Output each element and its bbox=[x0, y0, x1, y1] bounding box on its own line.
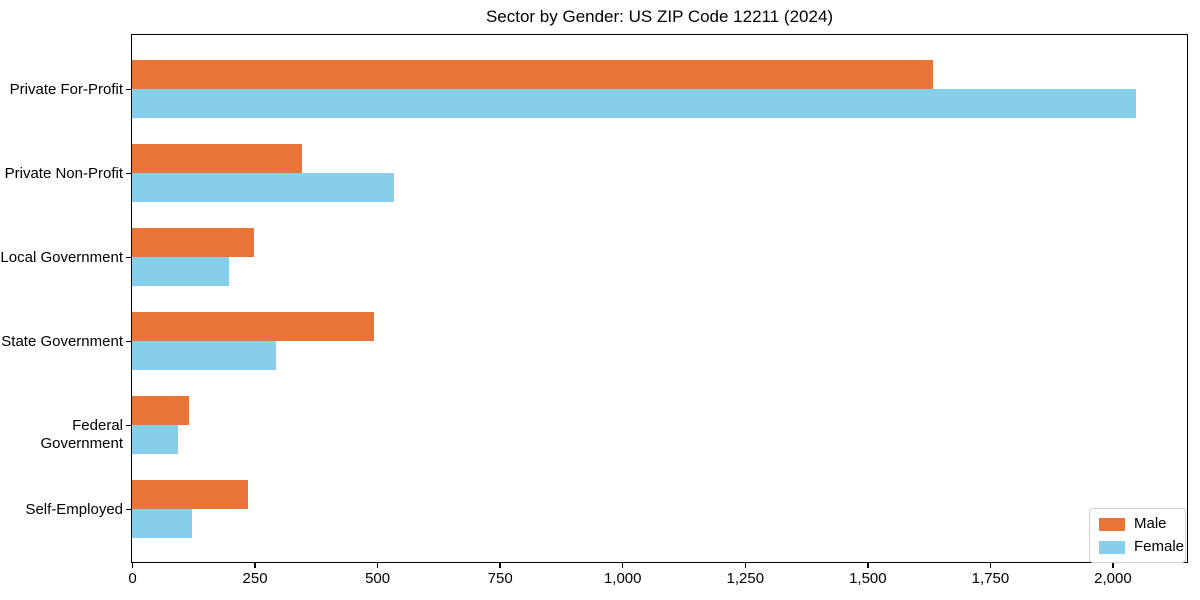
bar-female-self-employed bbox=[132, 509, 192, 538]
x-tick-mark bbox=[744, 563, 747, 568]
x-tick-label-1000: 1,000 bbox=[603, 570, 642, 587]
bar-female-state-government bbox=[132, 341, 276, 370]
x-tick-mark bbox=[1112, 563, 1114, 568]
x-tick-label-1750: 1,750 bbox=[971, 570, 1010, 587]
legend-label-male: Male bbox=[1134, 515, 1167, 532]
male-swatch bbox=[1099, 517, 1125, 531]
bar-female-private-non-profit bbox=[132, 173, 394, 202]
y-tick-label-self-employed: Self-Employed bbox=[25, 500, 123, 518]
y-tick-label-federal-government: Federal Government bbox=[40, 416, 123, 452]
plot-area bbox=[131, 34, 1188, 563]
bar-female-private-for-profit bbox=[132, 89, 1136, 118]
legend-entry-male: Male bbox=[1099, 516, 1176, 532]
bar-female-federal-government bbox=[132, 425, 178, 454]
bar-male-state-government bbox=[132, 312, 374, 341]
x-tick-mark bbox=[867, 563, 869, 568]
bar-male-self-employed bbox=[132, 480, 248, 509]
y-tick-label-private-for-profit: Private For-Profit bbox=[9, 80, 123, 98]
y-tick-mark bbox=[126, 424, 131, 426]
bar-male-federal-government bbox=[132, 396, 189, 425]
x-tick-mark bbox=[254, 563, 256, 568]
bar-male-private-for-profit bbox=[132, 60, 933, 89]
y-tick-mark bbox=[126, 340, 131, 342]
x-tick-label-250: 250 bbox=[242, 570, 268, 587]
x-tick-mark bbox=[499, 563, 501, 568]
legend: Male Female bbox=[1089, 508, 1186, 563]
x-tick-label-0: 0 bbox=[128, 570, 137, 587]
x-tick-label-1500: 1,500 bbox=[849, 570, 887, 587]
y-tick-mark bbox=[126, 88, 131, 90]
female-swatch bbox=[1099, 540, 1125, 554]
y-tick-mark bbox=[126, 172, 131, 174]
bar-male-local-government bbox=[132, 228, 254, 257]
bar-female-local-government bbox=[132, 257, 229, 286]
x-tick-mark bbox=[376, 563, 379, 568]
x-tick-mark bbox=[131, 563, 134, 568]
y-tick-label-state-government: State Government bbox=[1, 332, 123, 350]
x-tick-label-500: 500 bbox=[365, 570, 391, 587]
chart-title: Sector by Gender: US ZIP Code 12211 (202… bbox=[485, 7, 834, 26]
bar-male-private-non-profit bbox=[132, 144, 302, 173]
legend-entry-female: Female bbox=[1099, 539, 1184, 555]
x-tick-label-2000: 2,000 bbox=[1094, 570, 1132, 587]
x-tick-label-750: 750 bbox=[487, 570, 513, 587]
x-tick-label-1250: 1,250 bbox=[726, 570, 765, 587]
y-tick-label-private-non-profit: Private Non-Profit bbox=[4, 164, 123, 182]
legend-label-female: Female bbox=[1134, 538, 1185, 555]
x-tick-mark bbox=[621, 563, 624, 568]
x-tick-mark bbox=[989, 563, 992, 568]
y-tick-label-local-government: Local Government bbox=[0, 248, 123, 266]
y-tick-mark bbox=[126, 256, 131, 258]
y-tick-mark bbox=[126, 508, 131, 510]
